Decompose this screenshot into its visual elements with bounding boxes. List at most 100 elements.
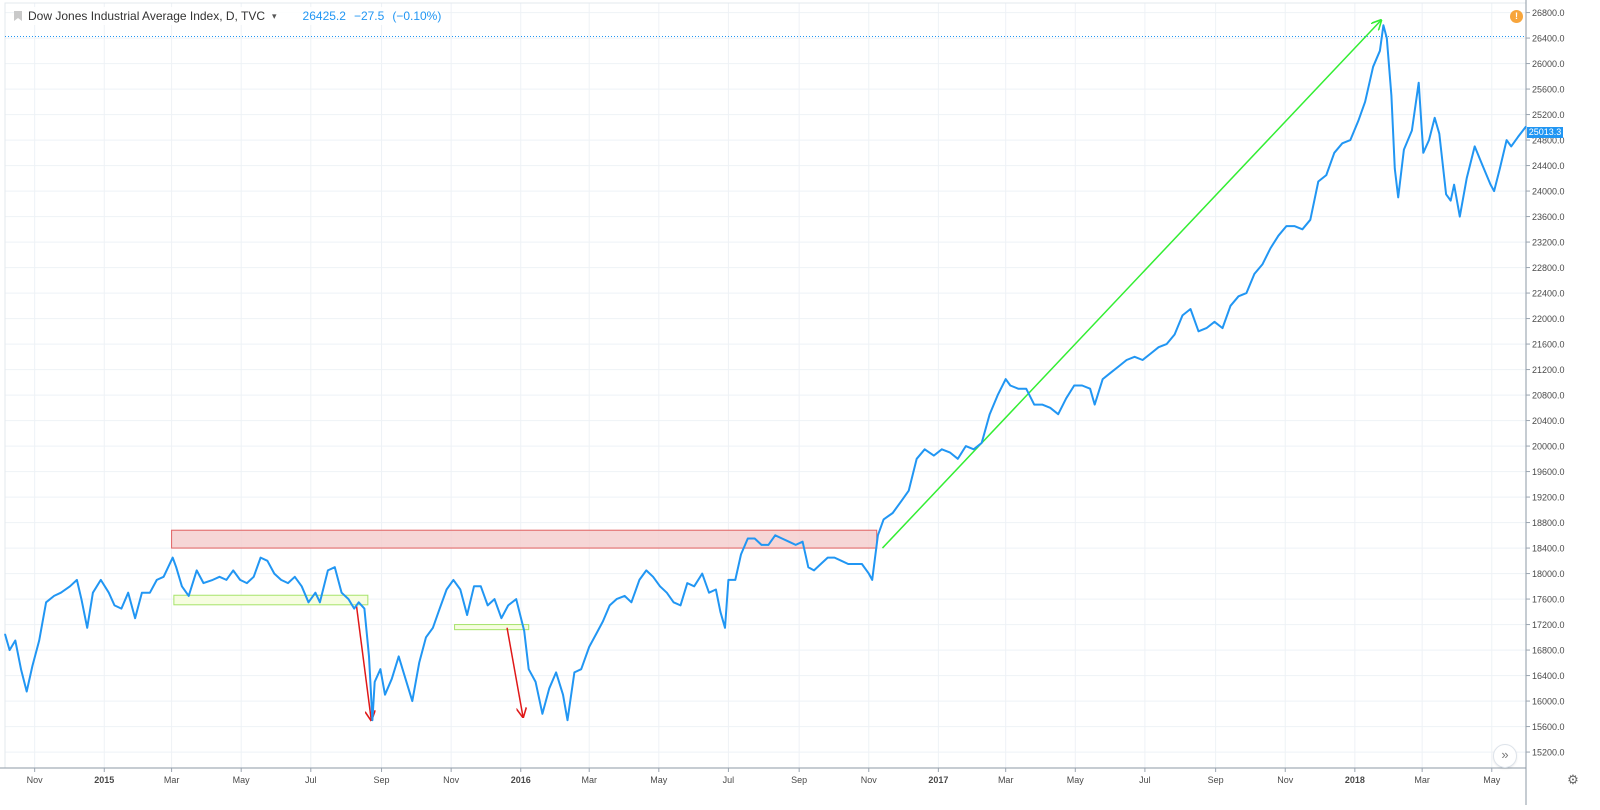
price-point [8,649,11,651]
support-zone[interactable] [173,594,369,606]
support-zone[interactable] [454,624,530,631]
price-point [1364,101,1366,103]
price-point [1349,139,1351,141]
symbol-legend[interactable]: Dow Jones Industrial Average Index, D, T… [14,7,442,25]
price-point [1065,397,1067,399]
price-point [623,595,626,597]
x-tick-label: Sep [791,775,807,785]
price-point [595,633,597,635]
price-point [1269,247,1272,250]
price-point [580,668,582,670]
trend-arrow-down[interactable] [355,605,371,720]
symbol-flag-icon[interactable] [14,11,22,21]
price-point [609,604,611,607]
price-point [861,563,863,565]
price-axis[interactable]: 15200.0 15600.0 16000.0 16400.0 16800.0 17200… [1526,8,1565,758]
price-point [1394,168,1396,170]
price-point [239,579,241,581]
double-chevron-right-icon[interactable]: » [1493,744,1517,768]
chevron-down-icon[interactable]: ▾ [272,10,277,21]
price-point [92,592,94,594]
price-point [287,582,289,584]
price-point [76,579,78,581]
price-point [774,534,776,536]
price-point [473,585,475,587]
price-point [1482,164,1484,167]
y-tick-label: 22800.0 [1532,263,1565,273]
price-point [781,537,783,540]
price-point [847,563,849,565]
price-point [941,448,943,450]
drawing-annotations[interactable] [171,20,1381,720]
time-axis[interactable]: Nov 2015 Mar May Jul Sep Nov 2016 Mar May Jul Sep No… [27,768,1501,785]
y-tick-label: 16000.0 [1532,697,1565,707]
price-point [1445,193,1447,195]
price-point [1253,273,1256,275]
price-point [374,681,376,683]
y-tick-label: 22000.0 [1532,314,1565,324]
y-tick-label: 26800.0 [1532,8,1565,18]
price-point [113,604,116,607]
y-tick-label: 24800.0 [1532,136,1565,146]
price-point [645,569,647,571]
warning-icon[interactable]: ! [1510,10,1523,23]
y-tick-label: 18800.0 [1532,518,1565,528]
price-point [827,557,829,559]
price-point [100,579,102,581]
price-point [949,451,951,454]
price-point [754,537,756,540]
price-point [727,579,730,581]
y-tick-label: 18000.0 [1532,569,1565,579]
price-point [181,585,183,587]
price-point [1057,413,1059,415]
x-tick-label: 2017 [928,775,948,785]
y-tick-label: 21200.0 [1532,365,1565,375]
price-point [1102,378,1104,380]
resistance-zone[interactable] [171,529,878,549]
y-tick-label: 18400.0 [1532,544,1565,554]
y-tick-label: 26000.0 [1532,59,1565,69]
price-point [341,592,343,594]
x-tick-label: Nov [443,775,460,785]
price-point [45,601,47,603]
price-point [1009,384,1011,387]
price-point [1474,145,1476,148]
gear-icon[interactable]: ⚙ [1567,772,1579,787]
x-tick-label: Nov [27,775,44,785]
price-point [1126,359,1128,361]
price-point [14,639,16,642]
price-point [1041,404,1043,406]
price-point [172,557,174,559]
price-point [371,719,374,721]
y-tick-label: 25200.0 [1532,110,1565,120]
price-point [445,588,448,591]
price-point [877,534,879,536]
price-point [353,608,355,610]
price-point [384,694,386,696]
y-tick-label: 16400.0 [1532,671,1565,681]
price-point [1459,215,1461,218]
price-point [515,598,517,600]
price-point [724,627,726,629]
symbol-name[interactable]: Dow Jones Industrial Average Index, D, T… [28,9,266,23]
price-point [1403,149,1405,151]
price-point [1081,384,1083,387]
price-point [740,553,742,556]
price-point [294,576,296,578]
price-point [701,572,703,575]
price-point [1525,125,1527,128]
price-point [120,608,122,610]
price-point [1510,145,1512,148]
price-point [439,608,441,610]
trend-arrow-down[interactable] [506,627,523,717]
price-point [1309,219,1311,221]
last-price-badge: 25013.3 [1527,127,1563,138]
price-point [1428,139,1430,141]
price-point [788,541,790,543]
trend-arrow-up[interactable] [881,20,1381,549]
x-tick-label: Mar [581,775,597,785]
price-point [307,601,310,603]
y-tick-label: 17200.0 [1532,620,1565,630]
